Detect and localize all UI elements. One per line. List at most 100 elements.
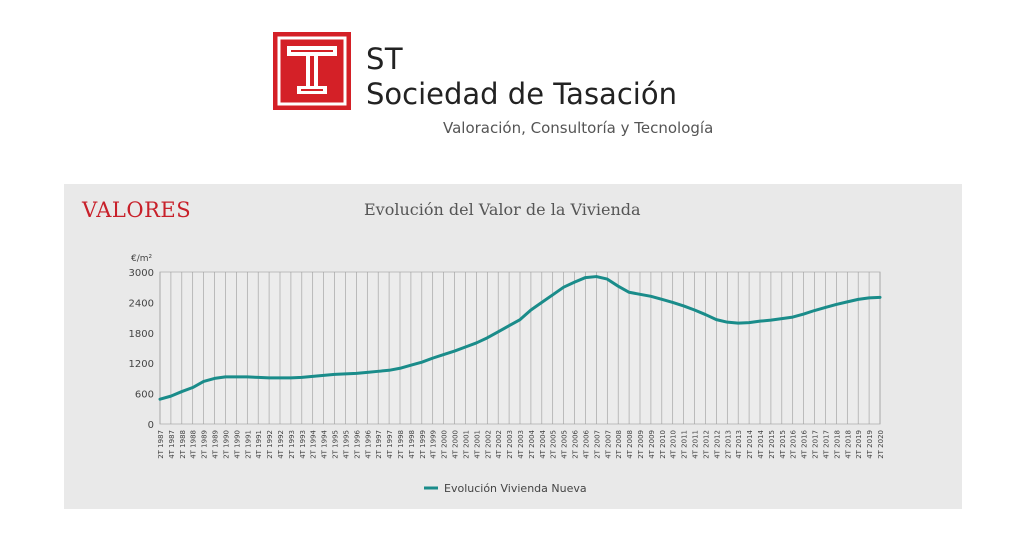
x-tick-label: 2T 2009 <box>637 430 645 459</box>
x-tick-label: 2T 2011 <box>681 430 689 459</box>
data-point <box>333 373 335 375</box>
y-tick-label: 0 <box>148 420 154 431</box>
data-point <box>792 316 794 318</box>
data-point <box>442 353 444 355</box>
x-tick-label: 4T 2011 <box>692 430 700 459</box>
x-tick-label: 2T 2007 <box>593 430 601 459</box>
data-point <box>573 281 575 283</box>
data-point <box>552 294 554 296</box>
x-tick-label: 4T 2004 <box>539 429 547 458</box>
x-tick-label: 2T 2015 <box>768 430 776 459</box>
data-point <box>595 275 597 277</box>
x-tick-label: 2T 2018 <box>833 430 841 459</box>
x-tick-label: 2T 2014 <box>746 429 754 458</box>
x-tick-label: 2T 2016 <box>790 429 798 458</box>
data-point <box>661 298 663 300</box>
data-point <box>301 376 303 378</box>
x-tick-label: 2T 2000 <box>441 430 449 459</box>
x-tick-label: 4T 2000 <box>452 430 460 459</box>
x-tick-label: 2T 2002 <box>484 430 492 459</box>
data-point <box>268 377 270 379</box>
section-label: VALORES <box>82 198 192 222</box>
data-point <box>759 320 761 322</box>
chart-title: Evolución del Valor de la Vivienda <box>364 200 641 219</box>
x-tick-label: 4T 1995 <box>342 430 350 459</box>
x-tick-label: 4T 1993 <box>299 430 307 459</box>
st-logo-icon <box>273 32 351 110</box>
data-point <box>235 376 237 378</box>
x-tick-label: 4T 2002 <box>495 430 503 459</box>
data-point <box>781 317 783 319</box>
x-tick-label: 4T 2017 <box>822 430 830 459</box>
x-tick-label: 4T 1996 <box>364 429 372 458</box>
data-point <box>770 319 772 321</box>
x-tick-label: 4T 2001 <box>473 430 481 459</box>
brand-tagline: Valoración, Consultoría y Tecnología <box>443 119 714 137</box>
x-tick-label: 4T 2008 <box>626 430 634 459</box>
data-point <box>617 285 619 287</box>
data-point <box>726 321 728 323</box>
data-point <box>192 386 194 388</box>
data-point <box>628 291 630 293</box>
data-point <box>355 372 357 374</box>
y-tick-label: 1800 <box>129 329 154 340</box>
data-point <box>562 286 564 288</box>
x-tick-label: 2T 1993 <box>288 430 296 459</box>
x-tick-label: 4T 2007 <box>604 430 612 459</box>
header: ST Sociedad de Tasación Valoración, Cons… <box>0 0 1024 150</box>
data-point <box>584 276 586 278</box>
x-tick-label: 2T 1992 <box>266 430 274 459</box>
data-point <box>650 295 652 297</box>
data-point <box>290 377 292 379</box>
x-tick-label: 2T 2010 <box>659 430 667 459</box>
data-point <box>410 364 412 366</box>
x-tick-label: 4T 2013 <box>735 430 743 459</box>
x-tick-label: 4T 1990 <box>233 430 241 459</box>
data-point <box>541 301 543 303</box>
x-tick-label: 2T 2008 <box>615 430 623 459</box>
data-point <box>453 350 455 352</box>
x-tick-label: 2T 2006 <box>572 429 580 458</box>
x-tick-label: 4T 2003 <box>517 430 525 459</box>
data-point <box>181 390 183 392</box>
data-point <box>257 376 259 378</box>
data-point <box>366 371 368 373</box>
x-tick-label: 4T 2018 <box>844 430 852 459</box>
x-tick-label: 2T 1991 <box>244 430 252 459</box>
data-point <box>672 301 674 303</box>
x-tick-label: 2T 2019 <box>855 430 863 459</box>
x-tick-label: 4T 1998 <box>408 430 416 459</box>
x-tick-label: 4T 1992 <box>277 430 285 459</box>
x-tick-label: 4T 2015 <box>779 430 787 459</box>
x-tick-label: 2T 2013 <box>724 430 732 459</box>
x-tick-label: 4T 1999 <box>430 430 438 459</box>
y-tick-label: 600 <box>135 390 154 401</box>
x-tick-label: 4T 1997 <box>386 430 394 459</box>
data-point <box>464 346 466 348</box>
x-tick-label: 2T 1989 <box>201 430 209 459</box>
y-tick-label: 2400 <box>129 298 154 309</box>
data-point <box>857 298 859 300</box>
data-point <box>846 301 848 303</box>
data-point <box>399 367 401 369</box>
x-tick-label: 4T 2009 <box>648 430 656 459</box>
data-point <box>868 297 870 299</box>
data-point <box>322 374 324 376</box>
x-tick-label: 2T 1994 <box>310 429 318 458</box>
data-point <box>497 331 499 333</box>
data-point <box>530 309 532 311</box>
x-tick-label: 2T 2005 <box>550 430 558 459</box>
data-point <box>835 303 837 305</box>
x-tick-label: 4T 2010 <box>670 430 678 459</box>
data-point <box>312 375 314 377</box>
data-point <box>824 306 826 308</box>
x-tick-label: 4T 2006 <box>582 429 590 458</box>
data-point <box>682 305 684 307</box>
data-point <box>213 377 215 379</box>
data-point <box>879 296 881 298</box>
data-point <box>246 376 248 378</box>
data-point <box>279 377 281 379</box>
data-point <box>639 293 641 295</box>
x-tick-label: 4T 2014 <box>757 429 765 458</box>
x-tick-label: 4T 2005 <box>561 430 569 459</box>
